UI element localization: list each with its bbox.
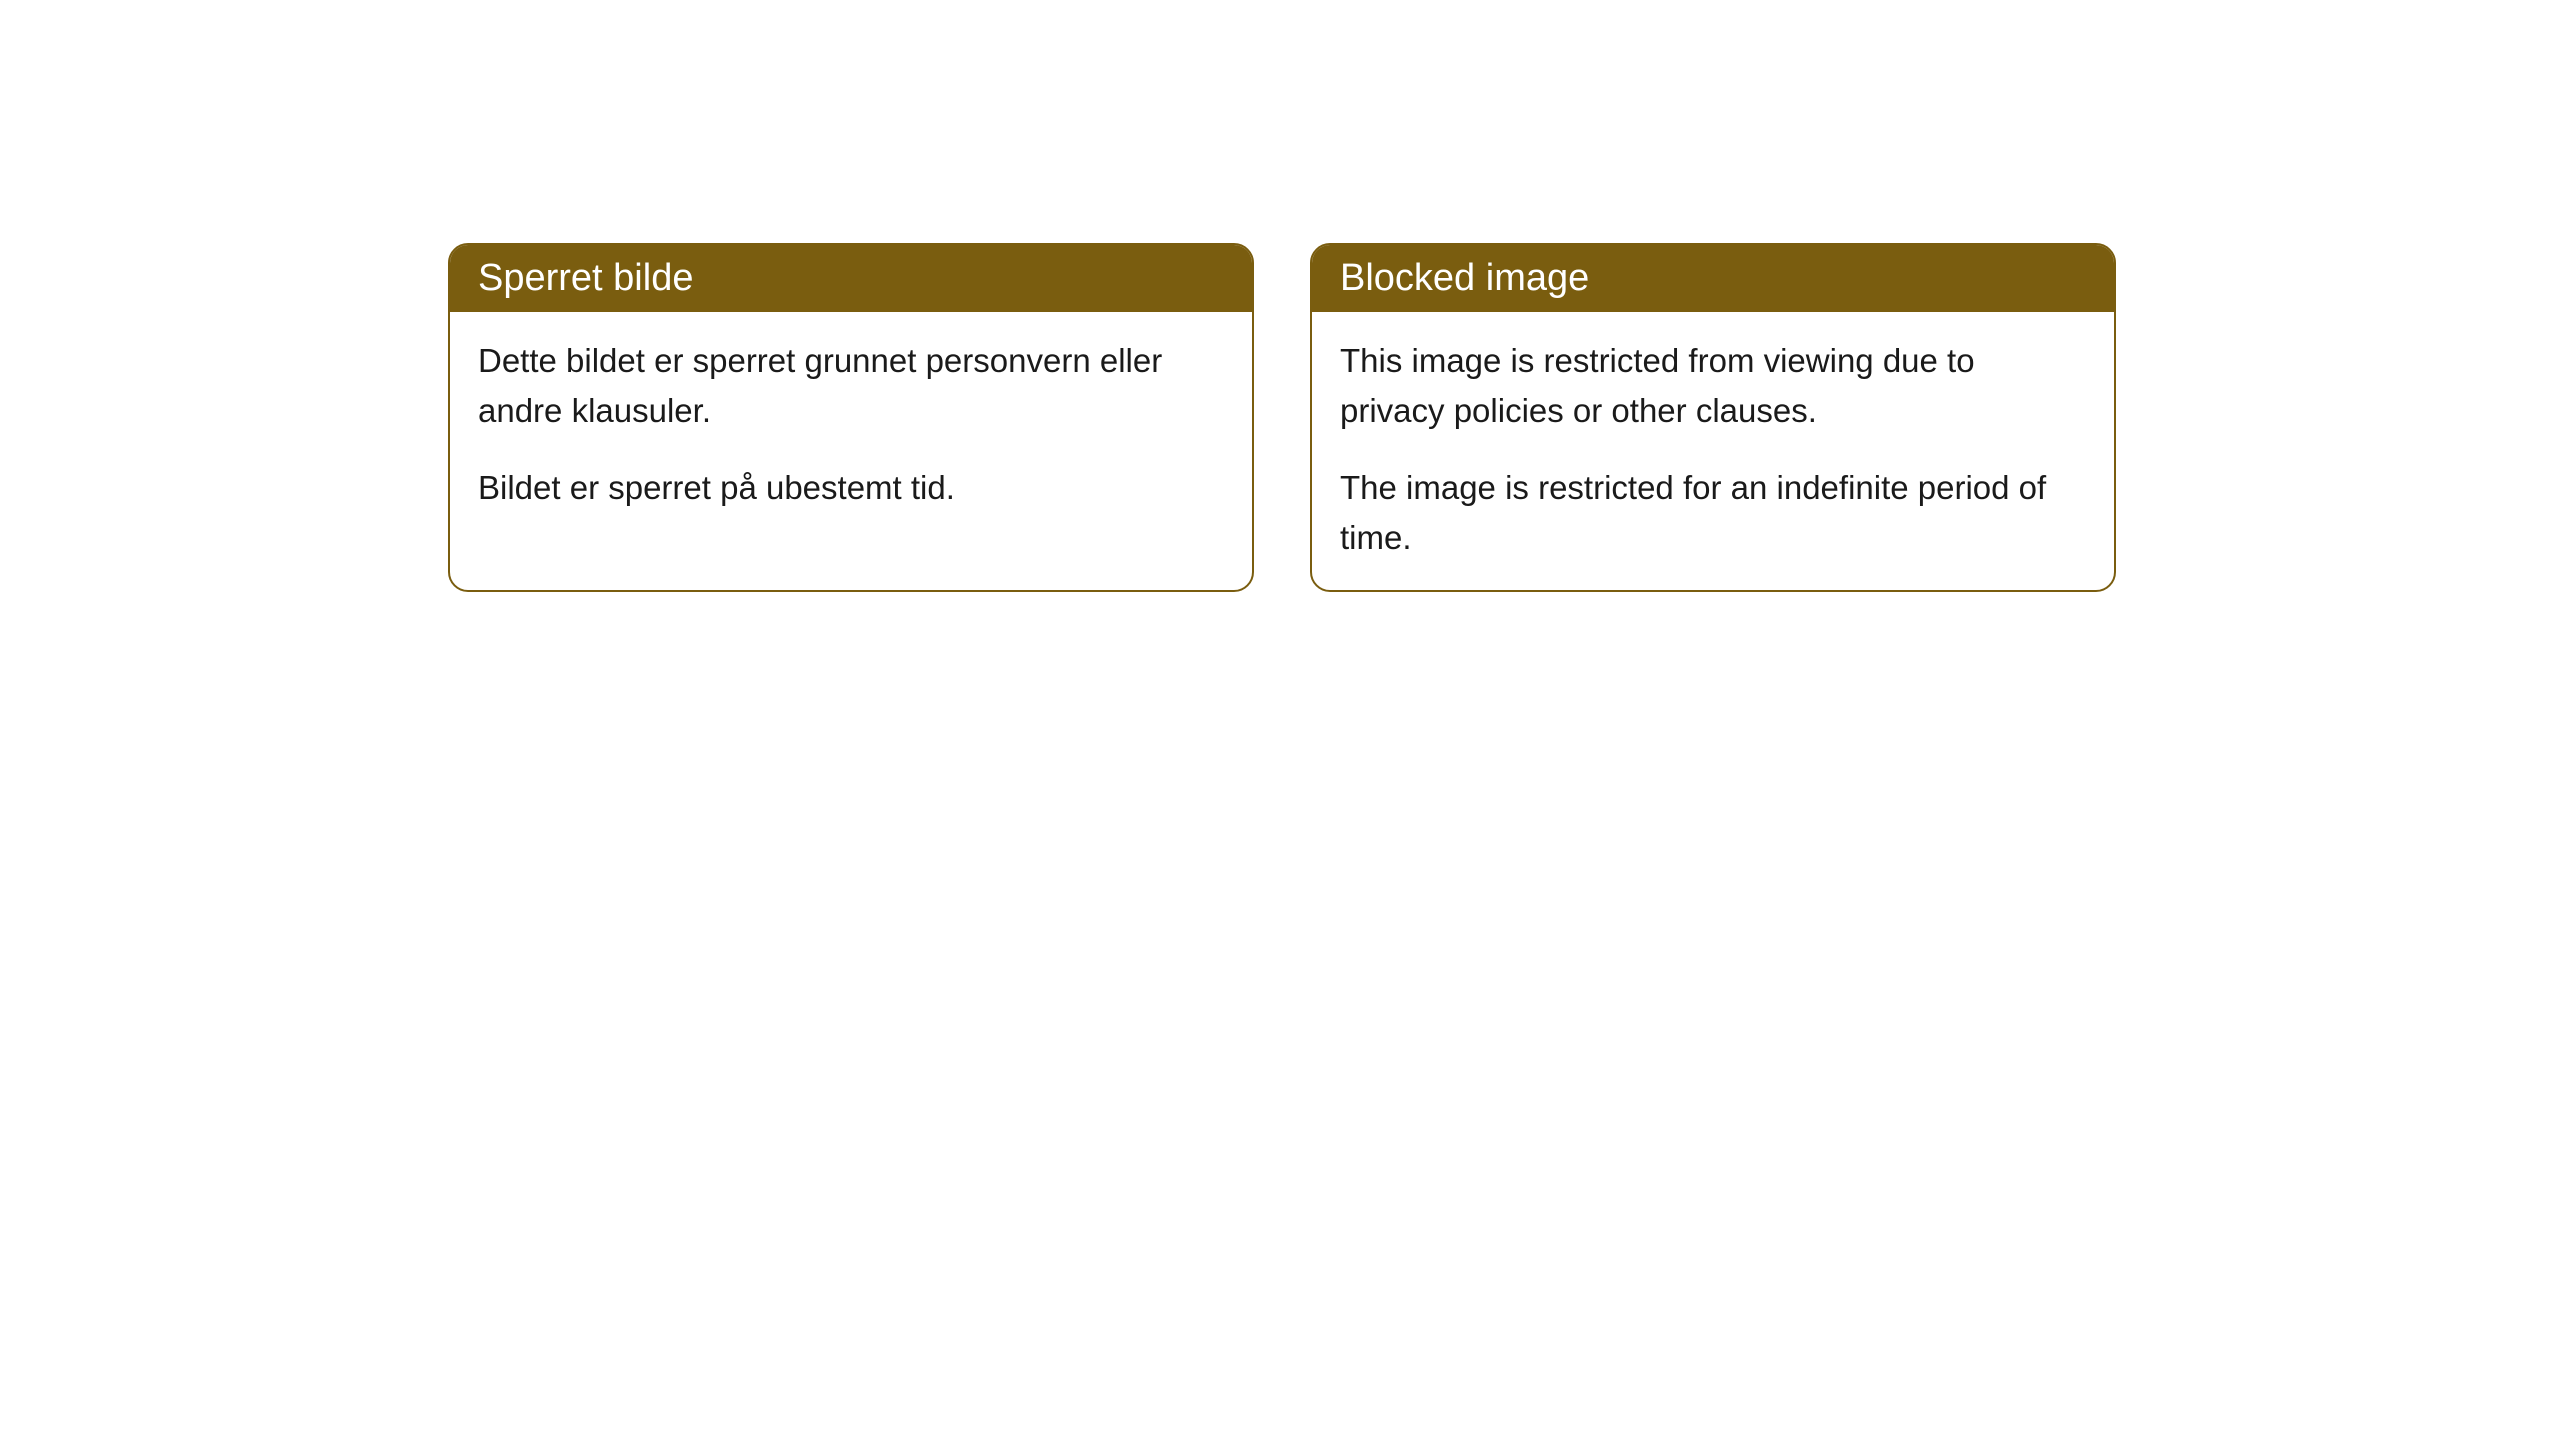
cards-container: Sperret bilde Dette bildet er sperret gr… xyxy=(0,0,2560,592)
card-paragraph2-norwegian: Bildet er sperret på ubestemt tid. xyxy=(478,463,1224,513)
card-paragraph1-english: This image is restricted from viewing du… xyxy=(1340,336,2086,435)
card-english: Blocked image This image is restricted f… xyxy=(1310,243,2116,592)
card-title-english: Blocked image xyxy=(1340,257,1589,299)
card-title-norwegian: Sperret bilde xyxy=(478,257,693,299)
card-header-english: Blocked image xyxy=(1312,245,2114,312)
card-body-norwegian: Dette bildet er sperret grunnet personve… xyxy=(450,312,1252,541)
card-paragraph2-english: The image is restricted for an indefinit… xyxy=(1340,463,2086,562)
card-norwegian: Sperret bilde Dette bildet er sperret gr… xyxy=(448,243,1254,592)
card-paragraph1-norwegian: Dette bildet er sperret grunnet personve… xyxy=(478,336,1224,435)
card-body-english: This image is restricted from viewing du… xyxy=(1312,312,2114,590)
card-header-norwegian: Sperret bilde xyxy=(450,245,1252,312)
